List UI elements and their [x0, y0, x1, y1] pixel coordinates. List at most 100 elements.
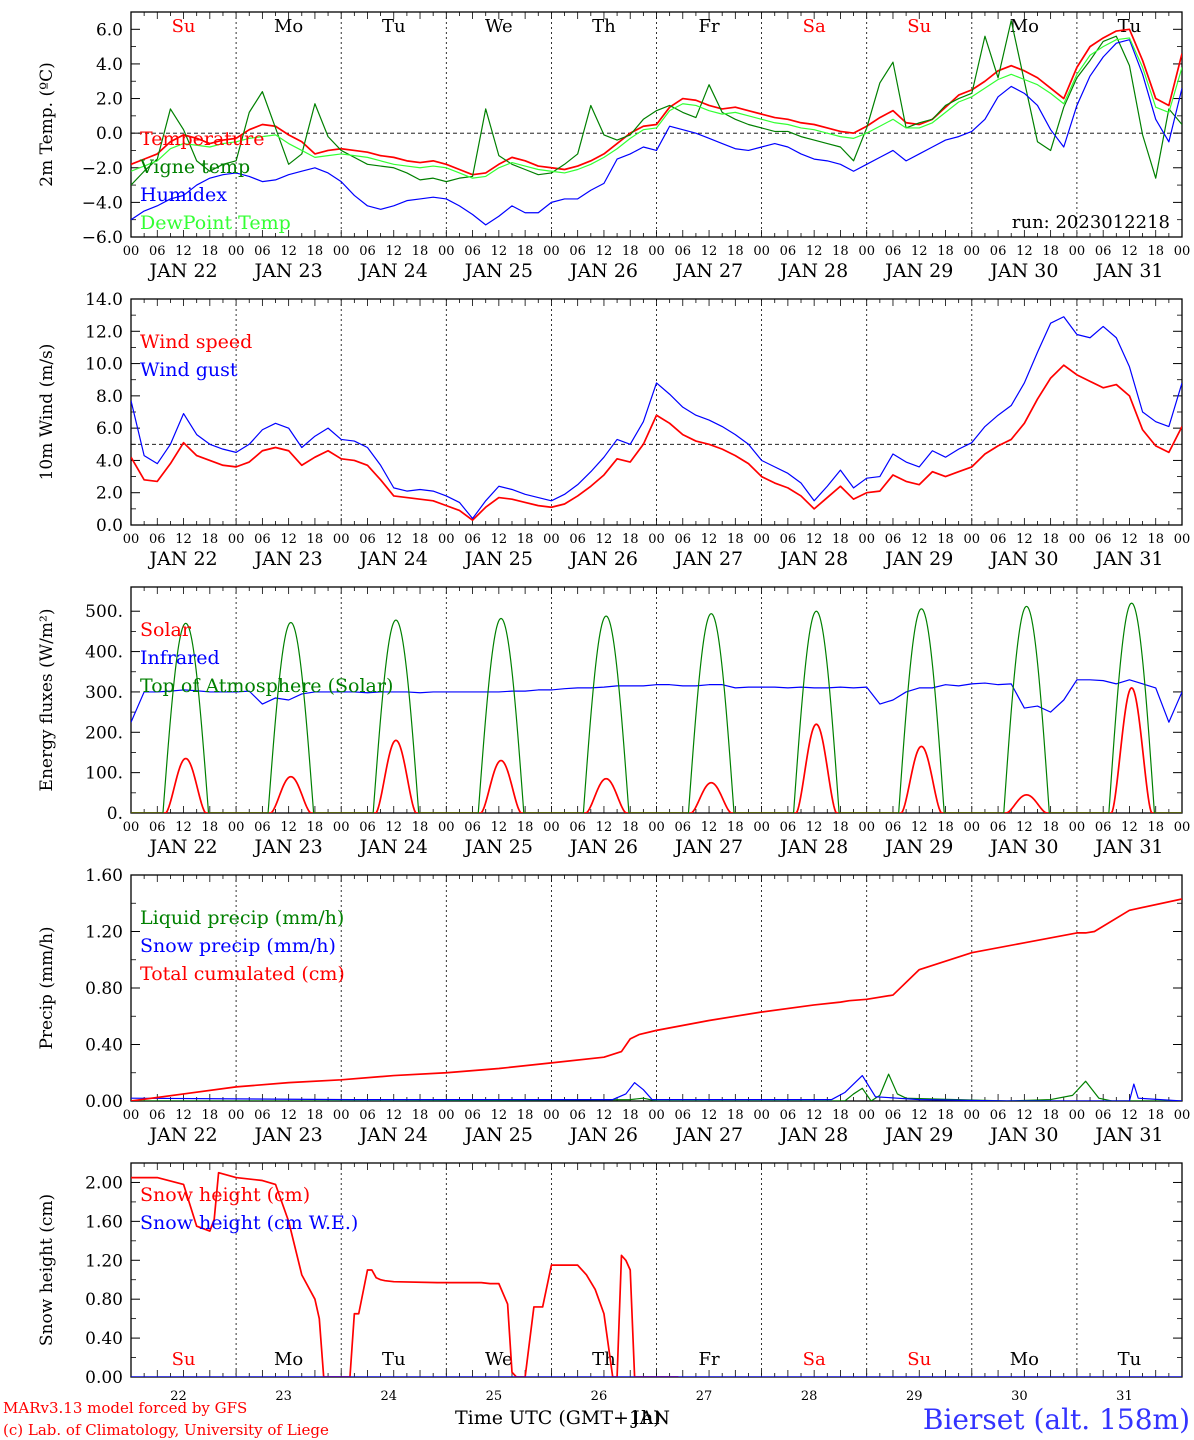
- hour-label: 12: [806, 1108, 823, 1123]
- hour-label: 00: [438, 820, 455, 835]
- y-axis-label: Snow height (cm): [37, 1194, 57, 1346]
- model-credit: MARv3.13 model forced by GFS: [3, 1399, 247, 1417]
- hour-label: 12: [1121, 532, 1138, 547]
- day-label: JAN 23: [253, 548, 323, 570]
- x-axis-label-overlay: JAN: [630, 1407, 670, 1429]
- hour-label: 18: [727, 244, 744, 259]
- hour-label: 18: [937, 532, 954, 547]
- hour-label: 18: [517, 244, 534, 259]
- hour-label: 12: [280, 1108, 297, 1123]
- hour-label: 06: [780, 532, 797, 547]
- hour-label: 00: [1069, 532, 1086, 547]
- hour-label: 06: [990, 1108, 1007, 1123]
- hour-label: 06: [990, 532, 1007, 547]
- hour-label: 00: [1069, 820, 1086, 835]
- run-label: run: 2023012218: [1012, 212, 1170, 233]
- hour-label: 06: [254, 244, 271, 259]
- hour-label: 18: [727, 532, 744, 547]
- day-label: JAN 22: [147, 1124, 217, 1146]
- hour-label: 18: [1147, 244, 1164, 259]
- day-label: JAN 29: [883, 548, 953, 570]
- weekday-label: Tu: [382, 16, 406, 37]
- series-line-1: [131, 687, 1182, 813]
- legend-entry: Temperature: [140, 128, 264, 150]
- hour-label: 06: [1095, 820, 1112, 835]
- day-label: JAN 23: [253, 836, 323, 858]
- day-label: JAN 31: [1093, 548, 1163, 570]
- hour-label: 06: [1095, 1108, 1112, 1123]
- weekday-label: Tu: [1118, 1349, 1142, 1370]
- hour-label: 06: [359, 244, 376, 259]
- day-label: JAN 30: [988, 836, 1058, 858]
- hour-label: 00: [648, 532, 665, 547]
- hour-label: 18: [1042, 532, 1059, 547]
- hour-label: 12: [701, 532, 718, 547]
- day-number-label: 27: [696, 1389, 713, 1404]
- hour-label: 06: [1095, 244, 1112, 259]
- y-axis-label: 2m Temp. (ºC): [37, 62, 57, 187]
- footer: MARv3.13 model forced by GFS (c) Lab. of…: [3, 1399, 1190, 1439]
- legend-entry: Snow precip (mm/h): [140, 935, 336, 957]
- hour-label: 18: [307, 1108, 324, 1123]
- hour-label: 06: [675, 1108, 692, 1123]
- hour-label: 00: [543, 244, 560, 259]
- series-group: [131, 20, 1182, 226]
- hour-label: 00: [228, 820, 245, 835]
- hour-label: 12: [596, 532, 613, 547]
- hour-label: 06: [464, 1108, 481, 1123]
- hour-label: 18: [202, 1108, 219, 1123]
- legend-entry: Humidex: [140, 184, 227, 206]
- hour-label: 00: [964, 532, 981, 547]
- hour-label: 18: [832, 532, 849, 547]
- hour-label: 18: [937, 820, 954, 835]
- day-label: JAN 25: [463, 260, 533, 282]
- hour-label: 18: [622, 532, 639, 547]
- hour-label: 00: [753, 532, 770, 547]
- hour-label: 12: [701, 1108, 718, 1123]
- y-tick-label: 6.0: [96, 419, 123, 439]
- day-label: JAN 31: [1093, 836, 1163, 858]
- hour-label: 12: [280, 244, 297, 259]
- legend-entry: Infrared: [140, 647, 220, 669]
- hour-label: 12: [491, 1108, 508, 1123]
- weekday-label: Su: [907, 16, 931, 37]
- hour-label: 18: [622, 1108, 639, 1123]
- hour-label: 12: [1016, 820, 1033, 835]
- day-label: JAN 28: [778, 260, 848, 282]
- series-line-3: [131, 602, 1182, 813]
- series-group: [131, 316, 1182, 522]
- hour-label: 00: [438, 1108, 455, 1123]
- legend-entry: Liquid precip (mm/h): [140, 907, 344, 929]
- hour-label: 06: [885, 532, 902, 547]
- panel-5: 0.00 0.40 0.80 1.20 1.60 2.00 Snow height (cm)…: [37, 1162, 1183, 1404]
- hour-label: 00: [648, 244, 665, 259]
- hour-label: 12: [701, 244, 718, 259]
- hour-label: 00: [438, 244, 455, 259]
- day-label: JAN 26: [568, 1124, 638, 1146]
- hour-label: 12: [175, 532, 192, 547]
- y-tick-label: −6.0: [82, 228, 123, 248]
- hour-label: 18: [412, 532, 429, 547]
- hour-label: 00: [543, 532, 560, 547]
- hour-label: 00: [123, 244, 140, 259]
- weekday-label: Su: [172, 16, 196, 37]
- y-tick-label: 0.80: [85, 1290, 123, 1310]
- series-line-1: [131, 364, 1182, 522]
- day-number-label: 29: [906, 1389, 923, 1404]
- y-tick-label: −4.0: [82, 193, 123, 213]
- hour-label: 06: [885, 1108, 902, 1123]
- hour-label: 06: [885, 244, 902, 259]
- hour-label: 12: [596, 244, 613, 259]
- hour-label: 18: [1042, 244, 1059, 259]
- y-tick-label: 0.40: [85, 1329, 123, 1349]
- y-tick-label: 4.0: [96, 55, 123, 75]
- day-label: JAN 23: [253, 1124, 323, 1146]
- hour-label: 06: [675, 532, 692, 547]
- hour-label: 12: [385, 244, 402, 259]
- hour-label: 18: [622, 820, 639, 835]
- hour-label: 12: [596, 1108, 613, 1123]
- weekday-label: Th: [592, 1349, 616, 1370]
- hour-label: 06: [359, 820, 376, 835]
- weekday-label: Sa: [803, 16, 826, 37]
- hour-label: 00: [228, 1108, 245, 1123]
